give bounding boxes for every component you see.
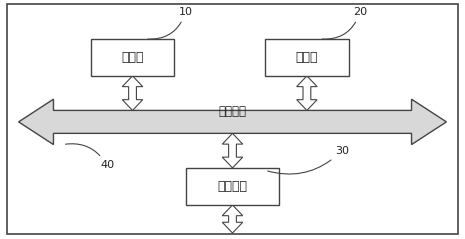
Text: 10: 10 [148, 7, 193, 39]
Text: 通信总线: 通信总线 [219, 105, 246, 118]
Text: 存储器: 存储器 [296, 51, 318, 64]
Polygon shape [222, 205, 243, 233]
Text: 40: 40 [66, 144, 114, 170]
Bar [265, 39, 349, 76]
Text: 处理器: 处理器 [121, 51, 144, 64]
Polygon shape [297, 76, 317, 110]
Text: 30: 30 [268, 146, 349, 174]
Bar [91, 39, 174, 76]
Polygon shape [222, 133, 243, 168]
Text: 20: 20 [322, 7, 367, 39]
Polygon shape [122, 76, 143, 110]
Text: 通信接口: 通信接口 [218, 180, 247, 193]
Bar [186, 168, 279, 205]
Polygon shape [19, 99, 446, 145]
